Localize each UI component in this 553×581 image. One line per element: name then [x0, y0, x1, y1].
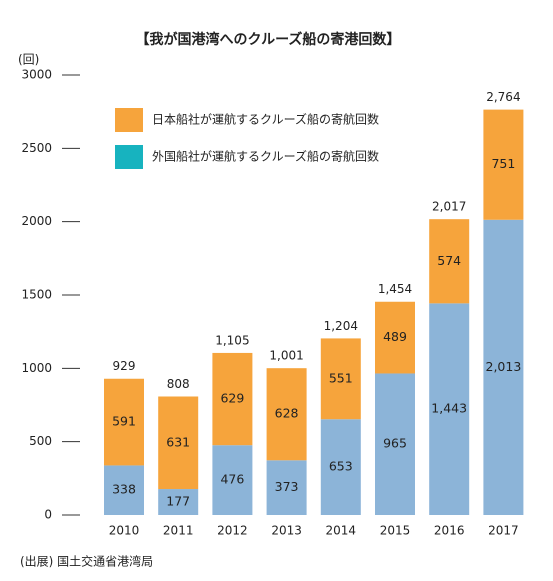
- total-label: 1,001: [269, 349, 303, 363]
- total-label: 929: [113, 359, 136, 373]
- bar-segment: [104, 378, 144, 466]
- value-label: 628: [275, 406, 299, 421]
- bar-segment: [266, 368, 307, 461]
- legend-swatch: [115, 108, 143, 132]
- bar-segment: [158, 396, 199, 490]
- total-label: 1,204: [324, 319, 358, 333]
- total-label: 808: [167, 377, 190, 391]
- y-tick-label: 3000: [21, 68, 52, 82]
- total-label: 2,764: [486, 90, 520, 104]
- bar-segment: [104, 465, 144, 515]
- value-label: 551: [329, 370, 353, 385]
- value-label: 1,443: [431, 401, 467, 416]
- x-tick-label: 2011: [163, 524, 194, 538]
- bar-segment: [483, 109, 524, 220]
- x-tick-label: 2010: [109, 524, 140, 538]
- bar-segment: [320, 419, 361, 515]
- total-label: 1,105: [215, 333, 249, 347]
- bar-segment: [429, 303, 470, 515]
- value-label: 177: [166, 494, 190, 509]
- bar-segment: [266, 460, 307, 515]
- x-tick-label: 2014: [326, 524, 357, 538]
- value-label: 489: [383, 329, 407, 344]
- bar-segment: [483, 219, 524, 515]
- y-unit: (回): [18, 53, 39, 67]
- value-label: 338: [112, 482, 136, 497]
- x-tick-label: 2013: [271, 524, 302, 538]
- value-label: 751: [491, 156, 515, 171]
- value-label: 631: [166, 434, 190, 449]
- legend-label: 外国船社が運航するクルーズ船の寄航回数: [152, 149, 379, 164]
- y-tick-label: 2000: [21, 214, 52, 228]
- source: (出展) 国土交通省港湾局: [20, 554, 153, 569]
- bar-segment: [375, 373, 415, 515]
- bar-segment: [212, 445, 253, 515]
- value-label: 2,013: [486, 359, 522, 374]
- x-tick-label: 2016: [434, 524, 465, 538]
- total-label: 1,454: [378, 282, 412, 296]
- x-tick-label: 2012: [217, 524, 248, 538]
- chart-title: 【我が国港湾へのクルーズ船の寄港回数】: [136, 31, 401, 48]
- y-tick-label: 500: [29, 434, 52, 448]
- legend-swatch: [115, 145, 143, 169]
- bar-segment: [158, 489, 199, 515]
- legend-label: 日本船社が運航するクルーズ船の寄航回数: [152, 112, 379, 127]
- value-label: 965: [383, 436, 407, 451]
- bar-segment: [212, 352, 253, 446]
- bar-segment: [320, 338, 361, 420]
- value-label: 629: [220, 391, 244, 406]
- y-tick-label: 1500: [21, 288, 52, 302]
- bar-segment: [375, 301, 415, 374]
- x-tick-label: 2015: [380, 524, 411, 538]
- y-tick-label: 0: [44, 508, 52, 522]
- value-label: 373: [275, 479, 299, 494]
- value-label: 574: [437, 253, 461, 268]
- y-tick-label: 1000: [21, 361, 52, 375]
- value-label: 476: [220, 472, 244, 487]
- y-tick-label: 2500: [21, 141, 52, 155]
- value-label: 653: [329, 459, 353, 474]
- total-label: 2,017: [432, 200, 466, 214]
- x-tick-label: 2017: [488, 524, 519, 538]
- bar-segment: [429, 219, 470, 304]
- value-label: 591: [112, 414, 136, 429]
